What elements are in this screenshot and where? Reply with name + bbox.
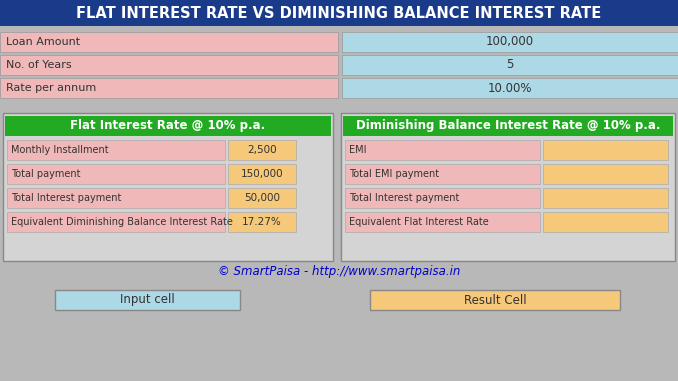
FancyBboxPatch shape bbox=[345, 212, 540, 232]
Text: Total Interest payment: Total Interest payment bbox=[11, 193, 121, 203]
Text: Result Cell: Result Cell bbox=[464, 293, 526, 306]
Text: © SmartPaisa - http://www.smartpaisa.in: © SmartPaisa - http://www.smartpaisa.in bbox=[218, 264, 460, 277]
Text: 10.00%: 10.00% bbox=[487, 82, 532, 94]
FancyBboxPatch shape bbox=[7, 188, 225, 208]
FancyBboxPatch shape bbox=[343, 116, 673, 136]
Text: 50,000: 50,000 bbox=[244, 193, 280, 203]
FancyBboxPatch shape bbox=[341, 113, 675, 261]
Text: 5: 5 bbox=[506, 59, 514, 72]
FancyBboxPatch shape bbox=[5, 116, 331, 136]
Text: Total Interest payment: Total Interest payment bbox=[349, 193, 460, 203]
FancyBboxPatch shape bbox=[342, 55, 678, 75]
Text: Total payment: Total payment bbox=[11, 169, 81, 179]
Text: Diminishing Balance Interest Rate @ 10% p.a.: Diminishing Balance Interest Rate @ 10% … bbox=[356, 120, 660, 133]
FancyBboxPatch shape bbox=[345, 188, 540, 208]
Text: No. of Years: No. of Years bbox=[6, 60, 72, 70]
FancyBboxPatch shape bbox=[543, 212, 668, 232]
FancyBboxPatch shape bbox=[55, 290, 240, 310]
FancyBboxPatch shape bbox=[228, 140, 296, 160]
Text: 150,000: 150,000 bbox=[241, 169, 283, 179]
FancyBboxPatch shape bbox=[3, 113, 333, 261]
FancyBboxPatch shape bbox=[342, 78, 678, 98]
FancyBboxPatch shape bbox=[7, 164, 225, 184]
FancyBboxPatch shape bbox=[543, 188, 668, 208]
Text: Loan Amount: Loan Amount bbox=[6, 37, 80, 47]
Text: FLAT INTEREST RATE VS DIMINISHING BALANCE INTEREST RATE: FLAT INTEREST RATE VS DIMINISHING BALANC… bbox=[77, 5, 601, 21]
Text: 2,500: 2,500 bbox=[247, 145, 277, 155]
FancyBboxPatch shape bbox=[543, 140, 668, 160]
FancyBboxPatch shape bbox=[0, 78, 338, 98]
FancyBboxPatch shape bbox=[228, 212, 296, 232]
Text: Total EMI payment: Total EMI payment bbox=[349, 169, 439, 179]
Text: Input cell: Input cell bbox=[120, 293, 175, 306]
Text: 100,000: 100,000 bbox=[486, 35, 534, 48]
FancyBboxPatch shape bbox=[7, 212, 225, 232]
Text: Equivalent Flat Interest Rate: Equivalent Flat Interest Rate bbox=[349, 217, 489, 227]
Text: EMI: EMI bbox=[349, 145, 367, 155]
FancyBboxPatch shape bbox=[0, 26, 678, 32]
FancyBboxPatch shape bbox=[543, 164, 668, 184]
Text: Equivalent Diminishing Balance Interest Rate: Equivalent Diminishing Balance Interest … bbox=[11, 217, 233, 227]
FancyBboxPatch shape bbox=[0, 0, 678, 26]
FancyBboxPatch shape bbox=[0, 287, 678, 313]
FancyBboxPatch shape bbox=[345, 140, 540, 160]
FancyBboxPatch shape bbox=[0, 32, 338, 52]
FancyBboxPatch shape bbox=[370, 290, 620, 310]
FancyBboxPatch shape bbox=[0, 101, 678, 113]
Text: Flat Interest Rate @ 10% p.a.: Flat Interest Rate @ 10% p.a. bbox=[71, 120, 266, 133]
Text: 17.27%: 17.27% bbox=[242, 217, 282, 227]
FancyBboxPatch shape bbox=[345, 164, 540, 184]
FancyBboxPatch shape bbox=[342, 32, 678, 52]
Text: Rate per annum: Rate per annum bbox=[6, 83, 96, 93]
FancyBboxPatch shape bbox=[228, 164, 296, 184]
Text: Monthly Installment: Monthly Installment bbox=[11, 145, 108, 155]
FancyBboxPatch shape bbox=[7, 140, 225, 160]
FancyBboxPatch shape bbox=[228, 188, 296, 208]
FancyBboxPatch shape bbox=[0, 55, 338, 75]
